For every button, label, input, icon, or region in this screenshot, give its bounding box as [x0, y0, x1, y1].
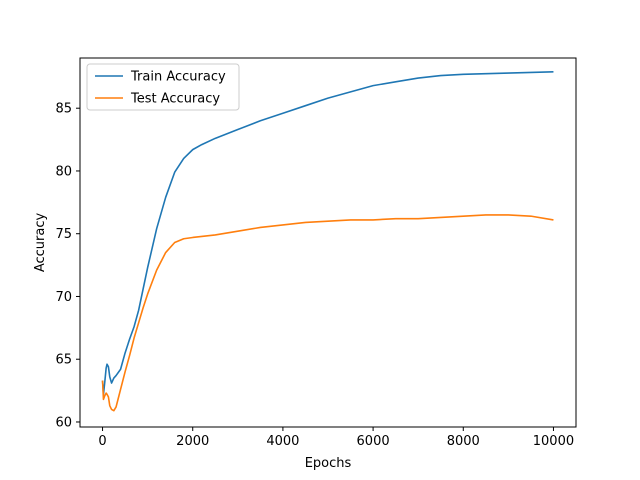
x-tick-label: 0	[98, 434, 106, 449]
x-tick-label: 10000	[533, 434, 574, 449]
x-tick-label: 8000	[447, 434, 480, 449]
plot-area	[79, 57, 577, 428]
y-tick-label: 70	[55, 290, 72, 305]
y-axis-ticks: 60 65 70 75 80 85	[55, 102, 80, 430]
y-tick-label: 60	[55, 415, 72, 430]
y-tick-label: 85	[55, 102, 72, 117]
legend-label-2: Test Accuracy	[130, 92, 220, 107]
legend-label-1: Train Accuracy	[130, 70, 226, 85]
x-axis-label: Epochs	[305, 456, 352, 471]
y-tick-label: 75	[55, 227, 72, 242]
legend: Train Accuracy Test Accuracy	[86, 63, 240, 111]
series-line-1	[101, 71, 554, 396]
x-tick-label: 4000	[266, 434, 299, 449]
legend-box	[86, 63, 240, 111]
series-line-2	[101, 214, 554, 412]
series-layer	[101, 71, 554, 412]
x-tick-label: 6000	[357, 434, 390, 449]
y-tick-label: 65	[55, 353, 72, 368]
y-tick-label: 80	[55, 164, 72, 179]
y-axis-label: Accuracy	[33, 213, 48, 273]
plot-frame	[79, 57, 577, 428]
x-tick-label: 2000	[176, 434, 209, 449]
x-axis-ticks: 0 2000 4000 6000 8000 10000	[98, 427, 574, 449]
